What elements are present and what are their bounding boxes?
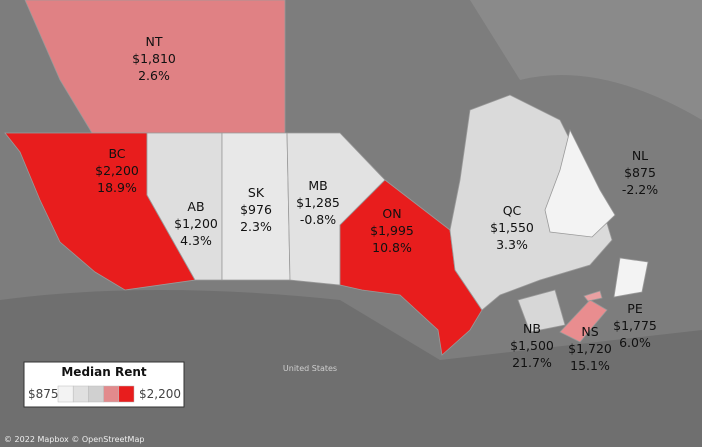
- region-code: AB: [187, 199, 204, 214]
- country-label: United States: [283, 364, 337, 373]
- legend-swatch: [103, 385, 120, 403]
- region[interactable]: [146, 132, 223, 281]
- legend-swatch: [72, 385, 89, 403]
- region-rent: $1,500: [510, 338, 554, 353]
- region-code: BC: [108, 146, 125, 161]
- region-change: 6.0%: [619, 335, 651, 350]
- legend: Median Rent $875 $2,200: [23, 361, 185, 408]
- region-change: -0.8%: [300, 212, 336, 227]
- region-change: 18.9%: [97, 180, 137, 195]
- region[interactable]: [517, 289, 566, 333]
- legend-title: Median Rent: [61, 365, 147, 379]
- legend-swatch: [118, 385, 135, 403]
- region-code: SK: [248, 185, 265, 200]
- region-code: ON: [382, 206, 401, 221]
- legend-swatch: [57, 385, 74, 403]
- region[interactable]: [613, 257, 649, 298]
- attribution: © 2022 Mapbox © OpenStreetMap: [4, 435, 144, 444]
- region-code: NS: [581, 324, 598, 339]
- region-code: NL: [632, 148, 648, 163]
- region-change: 21.7%: [512, 355, 552, 370]
- region[interactable]: [583, 290, 603, 302]
- region-change: 15.1%: [570, 358, 610, 373]
- region[interactable]: [559, 299, 608, 343]
- region-rent: $1,200: [174, 216, 218, 231]
- region-change: -2.2%: [622, 182, 658, 197]
- region-rent: $1,285: [296, 195, 340, 210]
- arctic-land: [470, 0, 702, 120]
- region-rent: $976: [240, 202, 272, 217]
- legend-swatch: [88, 385, 104, 403]
- region-change: 4.3%: [180, 233, 212, 248]
- region-rent: $1,550: [490, 220, 534, 235]
- region[interactable]: [544, 128, 616, 238]
- legend-max: $2,200: [139, 387, 181, 401]
- region-rent: $1,775: [613, 318, 657, 333]
- region-change: 2.6%: [138, 68, 170, 83]
- region-code: QC: [503, 203, 522, 218]
- region-change: 10.8%: [372, 240, 412, 255]
- region-code: NB: [523, 321, 541, 336]
- region-rent: $2,200: [95, 163, 139, 178]
- region-code: PE: [627, 301, 643, 316]
- region-code: NT: [146, 34, 163, 49]
- region-change: 3.3%: [496, 237, 528, 252]
- region-code: MB: [308, 178, 327, 193]
- region-rent: $875: [624, 165, 656, 180]
- region-change: 2.3%: [240, 219, 272, 234]
- legend-min: $875: [28, 387, 59, 401]
- region-rent: $1,995: [370, 223, 414, 238]
- us-land: [0, 290, 702, 447]
- region-rent: $1,720: [568, 341, 612, 356]
- region-rent: $1,810: [132, 51, 176, 66]
